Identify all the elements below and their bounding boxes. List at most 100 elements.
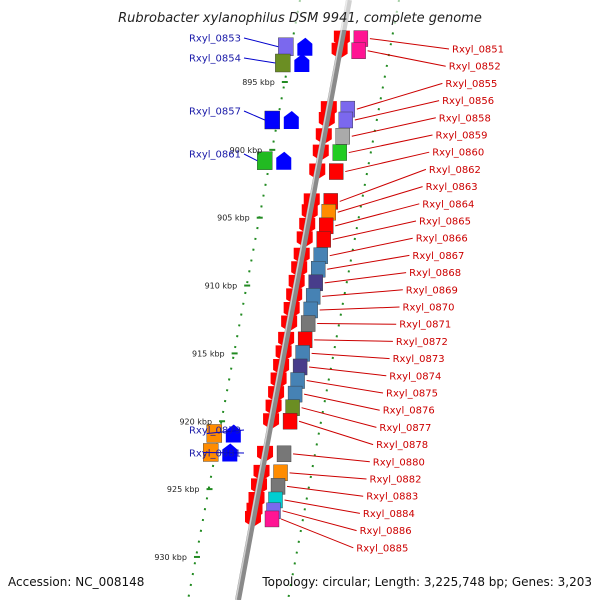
genome-backbone xyxy=(235,0,352,600)
gene-labels: Rxyl_0853 Rxyl_0854 Rxyl_0857 Rxyl_0861 Rxyl… xyxy=(189,34,504,555)
label-leaders xyxy=(203,37,450,549)
label-leader-reverse xyxy=(322,289,403,297)
label-leader-forward xyxy=(203,451,245,454)
gene-label-forward[interactable]: Rxyl_0879 xyxy=(189,426,241,437)
gene-label-reverse[interactable]: Rxyl_0851 xyxy=(452,45,504,56)
label-leader-reverse xyxy=(329,237,413,257)
gene-label-forward[interactable]: Rxyl_0881 xyxy=(189,449,241,460)
gene-label-reverse[interactable]: Rxyl_0884 xyxy=(363,509,415,520)
label-leader-reverse xyxy=(345,151,430,173)
gene-label-reverse[interactable]: Rxyl_0870 xyxy=(403,303,455,314)
kbp-ticks: 895 kbp 900 kbp 905 kbp 910 kbp 915 kbp 920 k… xyxy=(154,78,288,562)
label-leader-forward xyxy=(243,57,276,64)
label-leader-reverse xyxy=(301,407,377,428)
label-leader-reverse xyxy=(354,100,440,121)
gene-label-reverse[interactable]: Rxyl_0883 xyxy=(366,492,418,503)
label-leader-reverse xyxy=(289,472,367,480)
gene-label-forward[interactable]: Rxyl_0854 xyxy=(189,54,241,65)
label-leader-reverse xyxy=(280,518,354,549)
label-leader-reverse xyxy=(317,323,397,325)
label-leader-reverse xyxy=(298,420,374,446)
tick-label: 925 kbp xyxy=(167,485,200,494)
gene-arrow-forward[interactable] xyxy=(283,110,299,129)
label-leader-reverse xyxy=(292,453,370,463)
label-leader-forward xyxy=(243,110,265,121)
gene-arrow-forward[interactable] xyxy=(225,424,241,443)
gene-label-reverse[interactable]: Rxyl_0867 xyxy=(412,251,464,262)
reverse-genes-track xyxy=(244,30,369,528)
label-leader-reverse xyxy=(337,186,423,213)
gene-box-reverse[interactable] xyxy=(338,111,354,129)
forward-genes-track xyxy=(203,37,313,462)
gene-label-reverse[interactable]: Rxyl_0868 xyxy=(409,268,461,279)
gene-label-reverse[interactable]: Rxyl_0862 xyxy=(429,165,481,176)
gene-label-reverse[interactable]: Rxyl_0866 xyxy=(416,234,468,245)
gene-box-reverse[interactable] xyxy=(282,413,298,430)
gene-box-forward[interactable] xyxy=(264,110,281,130)
label-leader-reverse xyxy=(303,393,380,411)
gene-label-reverse[interactable]: Rxyl_0874 xyxy=(389,371,441,382)
label-leader-reverse xyxy=(284,499,360,514)
gene-label-reverse[interactable]: Rxyl_0877 xyxy=(379,423,431,434)
inner-guide-track xyxy=(187,0,301,600)
gene-box-forward[interactable] xyxy=(275,53,291,73)
tick-label: 930 kbp xyxy=(154,553,187,562)
gene-label-reverse[interactable]: Rxyl_0876 xyxy=(383,406,435,417)
label-leader-reverse xyxy=(339,168,427,202)
gene-label-reverse[interactable]: Rxyl_0882 xyxy=(370,475,422,486)
genome-backbone-highlight xyxy=(235,0,348,600)
label-leader-forward xyxy=(243,37,279,48)
gene-box-reverse[interactable] xyxy=(264,510,280,528)
gene-arrow-forward[interactable] xyxy=(294,54,310,73)
map-title: Rubrobacter xylanophilus DSM 9941, compl… xyxy=(118,11,482,26)
gene-label-reverse[interactable]: Rxyl_0852 xyxy=(449,62,501,73)
label-leader-reverse xyxy=(319,306,400,311)
tick-label: 910 kbp xyxy=(205,282,238,291)
gene-label-reverse[interactable]: Rxyl_0856 xyxy=(442,96,494,107)
gene-label-reverse[interactable]: Rxyl_0865 xyxy=(419,217,471,228)
label-leader-reverse xyxy=(286,485,364,497)
tick-label: 895 kbp xyxy=(242,78,275,87)
gene-arrow-forward[interactable] xyxy=(297,37,313,56)
label-leader-reverse xyxy=(309,366,387,377)
gene-box-reverse[interactable] xyxy=(351,42,366,59)
gene-label-reverse[interactable]: Rxyl_0880 xyxy=(373,457,425,468)
label-leader-reverse xyxy=(351,117,436,137)
label-leader-reverse xyxy=(369,38,450,50)
gene-label-reverse[interactable]: Rxyl_0860 xyxy=(432,148,484,159)
gene-label-forward[interactable]: Rxyl_0853 xyxy=(189,34,241,45)
gene-label-reverse[interactable]: Rxyl_0873 xyxy=(393,354,445,365)
gene-label-reverse[interactable]: Rxyl_0864 xyxy=(422,199,474,210)
gene-box-forward[interactable] xyxy=(278,37,294,56)
tick-label: 905 kbp xyxy=(217,214,250,223)
gene-label-reverse[interactable]: Rxyl_0875 xyxy=(386,389,438,400)
gene-box-reverse[interactable] xyxy=(335,128,350,145)
gene-box-reverse[interactable] xyxy=(332,144,347,161)
gene-label-reverse[interactable]: Rxyl_0878 xyxy=(376,440,428,451)
title-backdrop xyxy=(0,0,600,30)
label-leader-forward xyxy=(243,153,258,162)
gene-label-forward[interactable]: Rxyl_0857 xyxy=(189,107,241,118)
label-leader-reverse xyxy=(348,134,433,154)
gene-label-forward[interactable]: Rxyl_0861 xyxy=(189,150,241,161)
gene-label-reverse[interactable]: Rxyl_0886 xyxy=(360,526,412,537)
gene-label-reverse[interactable]: Rxyl_0858 xyxy=(439,113,491,124)
gene-box-reverse[interactable] xyxy=(276,445,292,463)
label-leader-reverse xyxy=(324,272,407,284)
gene-box-reverse[interactable] xyxy=(300,315,316,332)
label-leader-reverse xyxy=(327,254,410,270)
label-leader-reverse xyxy=(367,50,446,67)
gene-label-reverse[interactable]: Rxyl_0872 xyxy=(396,337,448,348)
gene-label-reverse[interactable]: Rxyl_0855 xyxy=(445,79,497,90)
gene-label-reverse[interactable]: Rxyl_0863 xyxy=(426,182,478,193)
gene-box-reverse[interactable] xyxy=(329,163,344,180)
gene-label-reverse[interactable]: Rxyl_0869 xyxy=(406,285,458,296)
gene-label-reverse[interactable]: Rxyl_0885 xyxy=(356,543,408,554)
label-leader-reverse xyxy=(306,380,384,394)
gene-label-reverse[interactable]: Rxyl_0871 xyxy=(399,320,451,331)
accession-text: Accession: NC_008148 xyxy=(8,575,144,589)
gene-box-reverse[interactable] xyxy=(316,231,331,248)
gene-arrow-forward[interactable] xyxy=(276,151,292,170)
gene-label-reverse[interactable]: Rxyl_0859 xyxy=(436,131,488,142)
